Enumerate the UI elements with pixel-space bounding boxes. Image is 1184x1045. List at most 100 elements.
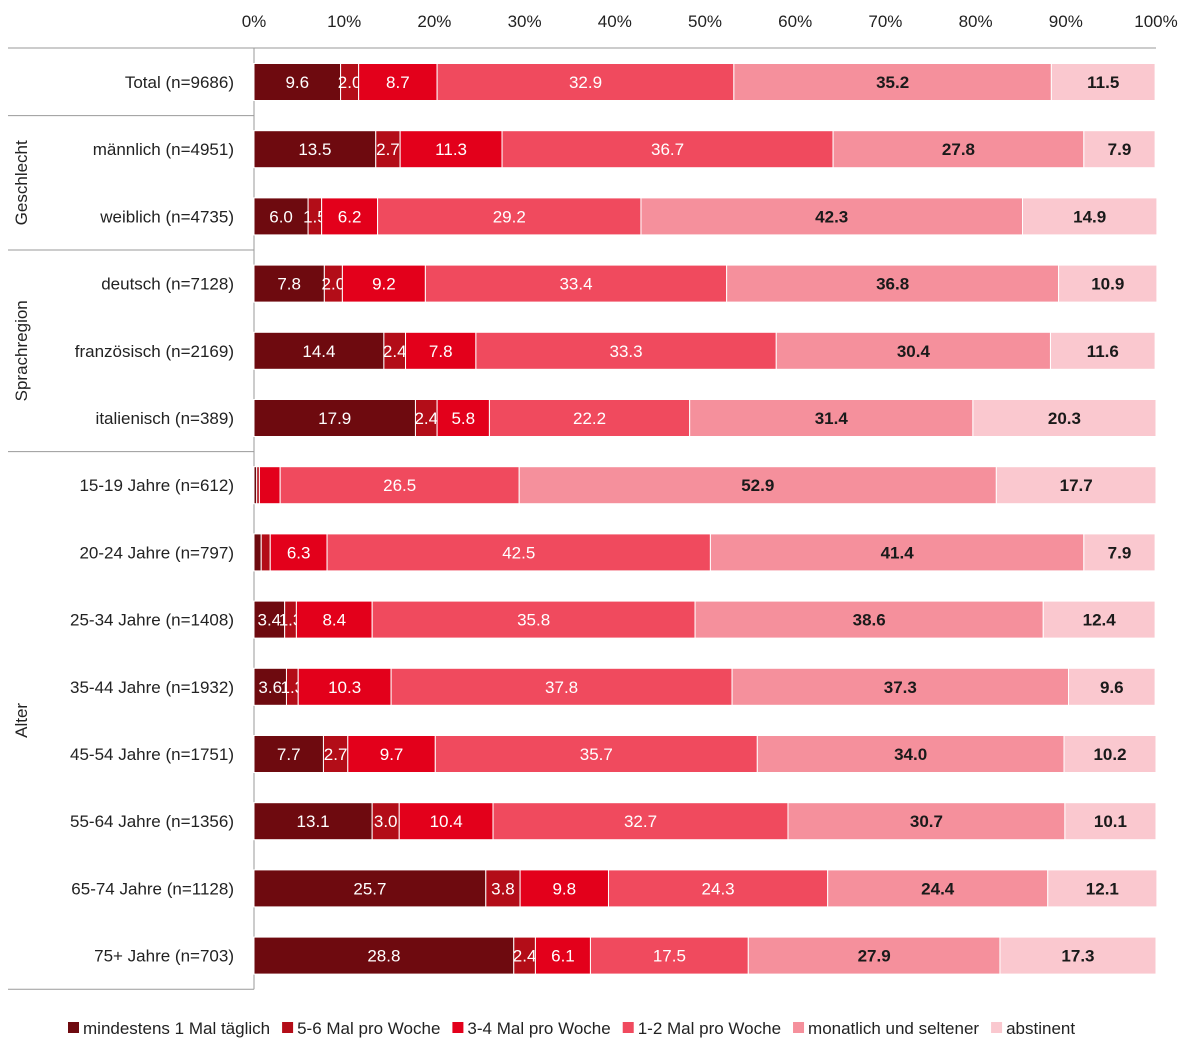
data-label: 38.6 — [853, 611, 886, 630]
x-tick-label: 0% — [242, 12, 267, 31]
bar-segment — [1068, 667, 1156, 706]
data-label: 35.7 — [580, 745, 613, 764]
data-label: 17.7 — [1060, 476, 1093, 495]
group-labels: Geschlecht Sprachregion Alter — [12, 140, 31, 738]
bar-segment — [640, 197, 1024, 236]
x-tick-label: 30% — [508, 12, 542, 31]
bar-segment — [269, 533, 328, 572]
category-label: 45-54 Jahre (n=1751) — [70, 745, 234, 764]
legend-swatch — [793, 1022, 805, 1033]
category-label: französisch (n=2169) — [75, 342, 234, 361]
data-label: 8.7 — [386, 73, 410, 92]
data-label: 33.4 — [559, 275, 592, 294]
bar-segment — [253, 264, 325, 303]
bar-segment — [253, 667, 287, 706]
data-label: 3.8 — [491, 879, 515, 898]
bar-segment — [1042, 600, 1156, 639]
data-label: 7.8 — [277, 275, 301, 294]
data-label: 41.4 — [881, 543, 915, 562]
data-label: 10.9 — [1091, 275, 1124, 294]
x-tick-label: 10% — [327, 12, 361, 31]
bar-segment — [972, 399, 1157, 437]
data-label: 14.4 — [302, 342, 335, 361]
category-label: italienisch (n=389) — [96, 409, 234, 428]
bar-segment — [253, 533, 262, 572]
data-label: 31.4 — [815, 409, 849, 428]
data-label: 11.3 — [435, 140, 467, 159]
data-label: 2.4 — [513, 947, 537, 966]
legend-label: mindestens 1 Mal täglich — [83, 1019, 270, 1038]
data-label: 36.8 — [876, 275, 909, 294]
data-label: 7.8 — [429, 342, 453, 361]
x-tick-label: 80% — [959, 12, 993, 31]
bar-segment — [501, 130, 834, 169]
data-label: 2.7 — [376, 140, 400, 159]
bar-segment — [258, 466, 281, 505]
bar-segment — [518, 466, 997, 505]
x-axis-ticks: 0% 10% 20% 30% 40% 50% 60% 70% 80% 90% 100% — [242, 12, 1178, 31]
bar-segment — [253, 399, 416, 437]
bar-segment — [485, 869, 521, 908]
legend-label: monatlich und seltener — [808, 1019, 979, 1038]
bar-segment — [488, 399, 691, 437]
data-label: 27.9 — [858, 947, 891, 966]
category-label: 55-64 Jahre (n=1356) — [70, 812, 234, 831]
bar-segment — [253, 331, 385, 370]
x-tick-label: 20% — [417, 12, 451, 31]
bar-segment — [371, 600, 696, 639]
data-label: 37.8 — [545, 678, 578, 697]
data-label: 17.5 — [653, 947, 686, 966]
data-label: 34.0 — [894, 745, 927, 764]
bar-segment — [1083, 533, 1156, 572]
bar-segment — [295, 600, 373, 639]
data-label: 6.3 — [287, 543, 311, 562]
bar-segment — [1083, 130, 1156, 169]
bar-segment — [253, 600, 286, 639]
data-label: 9.8 — [552, 879, 576, 898]
bar-segment — [253, 735, 324, 773]
bar-segment — [341, 264, 426, 303]
bar-segment — [756, 735, 1065, 773]
data-label: 29.2 — [493, 207, 526, 226]
bar-segment — [253, 802, 373, 841]
bar-segment — [534, 936, 591, 975]
data-label: 6.2 — [338, 207, 362, 226]
category-label: 20-24 Jahre (n=797) — [79, 543, 234, 562]
category-label: weiblich (n=4735) — [99, 207, 234, 226]
legend-swatch — [452, 1022, 464, 1033]
data-label: 30.4 — [897, 342, 931, 361]
axis-lines — [8, 47, 1156, 990]
x-tick-label: 50% — [688, 12, 722, 31]
bar-segment — [434, 735, 758, 773]
x-tick-label: 40% — [598, 12, 632, 31]
bar-segment — [297, 667, 392, 706]
category-label: männlich (n=4951) — [93, 140, 234, 159]
data-label: 12.4 — [1083, 611, 1117, 630]
bar-segment — [733, 63, 1052, 101]
data-label: 17.9 — [318, 409, 351, 428]
bar-segment — [1064, 802, 1157, 841]
bar-segment — [347, 735, 436, 773]
data-label: 24.4 — [921, 879, 955, 898]
bar-segment — [326, 533, 711, 572]
bar-segment — [731, 667, 1070, 706]
category-label: 35-44 Jahre (n=1932) — [70, 678, 234, 697]
bar-segment — [321, 197, 379, 236]
data-label: 33.3 — [610, 342, 643, 361]
bar-segment — [279, 466, 520, 505]
bar-segment — [1049, 331, 1156, 370]
data-label: 2.0 — [338, 73, 362, 92]
data-label: 2.7 — [324, 745, 348, 764]
bar-segment — [832, 130, 1085, 169]
legend-label: 3-4 Mal pro Woche — [467, 1019, 610, 1038]
bar-segment — [322, 735, 349, 773]
bar-segment — [399, 130, 503, 169]
bar-segment — [436, 399, 490, 437]
data-label: 24.3 — [702, 879, 735, 898]
data-label: 1.5 — [303, 207, 327, 226]
bar-segment — [375, 130, 401, 169]
data-label: 10.2 — [1093, 745, 1126, 764]
bar-segment — [398, 802, 494, 841]
data-label: 7.7 — [277, 745, 301, 764]
bar-segment — [694, 600, 1044, 639]
